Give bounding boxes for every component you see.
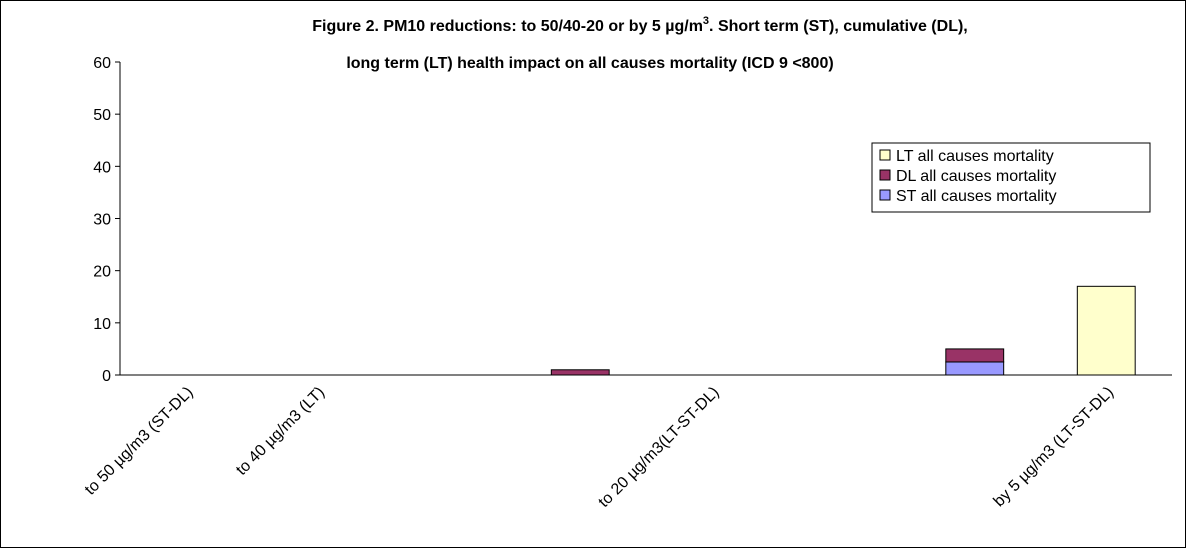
title-part: Figure 2. PM10 reductions: to 50/40-20 o… — [312, 18, 703, 35]
legend-box — [871, 142, 1151, 213]
legend-label: LT all causes mortality — [896, 148, 1054, 165]
bar-segment — [550, 369, 610, 376]
legend-swatch — [879, 169, 891, 181]
title-superscript: 3 — [703, 15, 709, 27]
legend-swatch — [879, 149, 891, 161]
title-part: . Short term (ST), cumulative (DL), — [709, 18, 968, 35]
legend-swatch — [879, 189, 891, 201]
y-tick-label: 30 — [93, 212, 111, 229]
y-tick-label: 20 — [93, 264, 111, 281]
bar-segment — [1076, 285, 1136, 376]
bar-segment — [945, 348, 1005, 363]
chart-title: Figure 2. PM10 reductions: to 50/40-20 o… — [312, 15, 967, 35]
y-tick-label: 50 — [93, 107, 111, 124]
chart-title: long term (LT) health impact on all caus… — [346, 55, 833, 72]
y-tick-label: 10 — [93, 316, 111, 333]
y-tick-label: 40 — [93, 159, 111, 176]
y-tick-label: 60 — [93, 55, 111, 72]
y-tick-label: 0 — [102, 368, 111, 385]
legend-label: ST all causes mortality — [896, 188, 1057, 205]
legend-label: DL all causes mortality — [896, 168, 1056, 185]
bar-segment — [945, 361, 1005, 376]
